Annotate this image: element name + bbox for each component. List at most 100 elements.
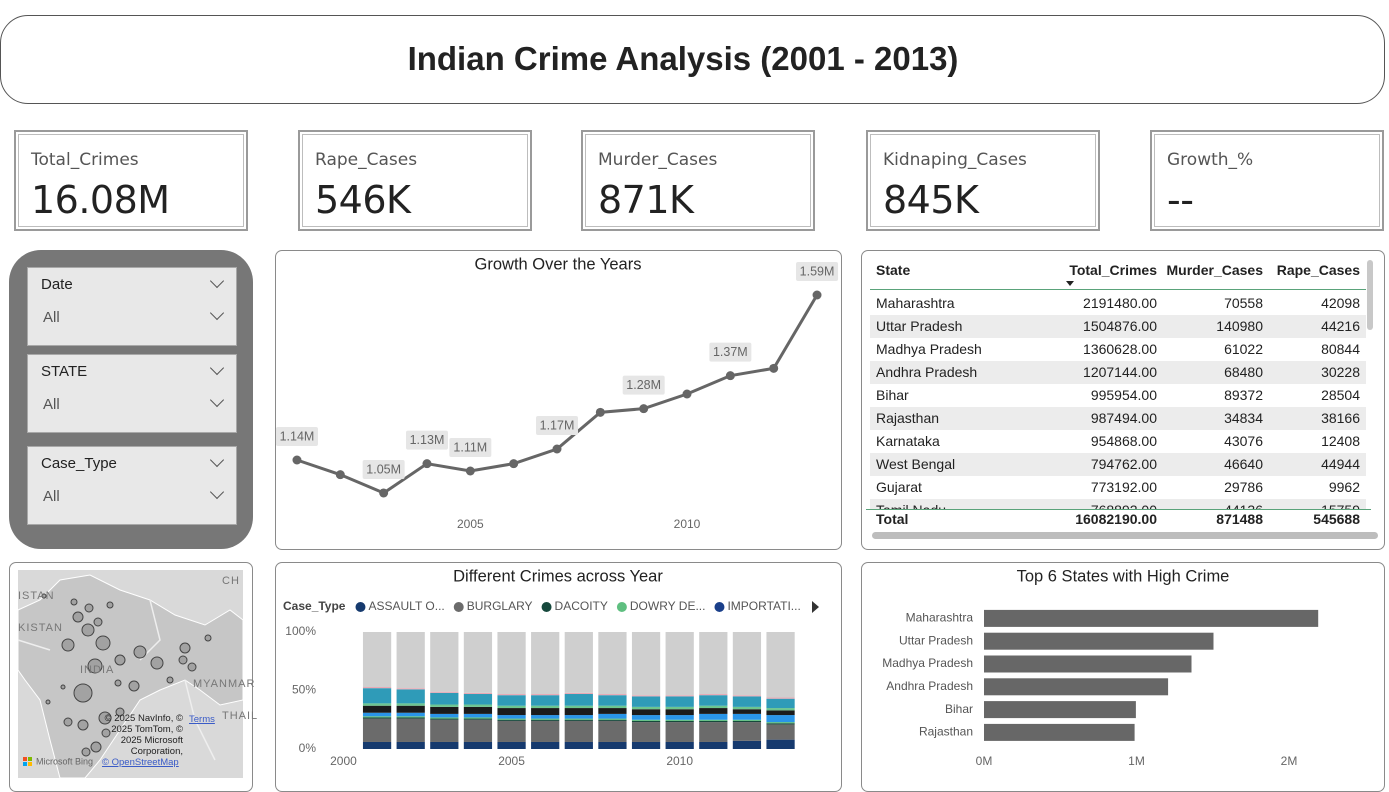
bar <box>984 655 1192 673</box>
data-label-bg <box>622 375 665 395</box>
bar-segment <box>766 710 795 716</box>
bar-segment <box>564 632 593 693</box>
map-terms[interactable]: Terms <box>189 714 215 725</box>
map-bubble <box>81 623 95 637</box>
x-tick-label: 2000 <box>330 754 357 768</box>
kpi-value: 845K <box>883 178 979 222</box>
kpi-label: Murder_Cases <box>598 150 718 170</box>
y-tick-label: Maharashtra <box>906 611 974 625</box>
kpi-label: Rape_Cases <box>315 150 418 170</box>
map-bubble <box>87 658 103 674</box>
page-title: Indian Crime Analysis (2001 - 2013) <box>407 40 959 77</box>
bar-segment <box>463 718 493 720</box>
column-header[interactable]: State <box>876 262 911 278</box>
point <box>812 290 822 300</box>
column-header[interactable]: Rape_Cases <box>1276 262 1360 278</box>
column-header[interactable]: Murder_Cases <box>1166 262 1264 278</box>
bar-segment <box>665 709 694 716</box>
bar-segment <box>665 719 694 721</box>
slicer-value[interactable]: All <box>43 488 60 505</box>
h-scrollbar[interactable] <box>872 532 1378 539</box>
data-label: 1.59M <box>796 262 839 281</box>
bar-segment <box>531 720 560 742</box>
y-tick-label: Andhra Pradesh <box>886 679 973 693</box>
bar-segment <box>531 694 560 696</box>
table-cell: 34834 <box>1224 410 1263 426</box>
slicer-value[interactable]: All <box>43 396 60 413</box>
table-cell: 15759 <box>1210 499 1360 510</box>
legend-label: BURGLARY <box>467 599 533 613</box>
map-bubble <box>150 656 164 670</box>
bar-segment <box>732 709 762 714</box>
bar-segment <box>598 713 627 719</box>
bar <box>984 723 1135 741</box>
bar-segment <box>732 719 762 721</box>
bar-segment <box>598 741 627 749</box>
bar-segment <box>531 708 560 716</box>
bar-segment <box>766 708 795 711</box>
legend-label: IMPORTATI... <box>727 599 800 613</box>
map-label: CH <box>222 575 240 587</box>
data-label-text: 1.05M <box>366 462 401 476</box>
slicer[interactable]: Date All <box>27 267 237 346</box>
bar-segment <box>497 694 526 696</box>
slicer[interactable]: STATE All <box>27 354 237 433</box>
point <box>335 470 345 480</box>
bar-segment <box>631 632 661 696</box>
bar-segment <box>699 705 728 709</box>
bar-segment <box>564 705 593 709</box>
table-cell: Rajasthan <box>876 410 940 426</box>
ms-logo <box>23 762 27 766</box>
data-label-bg <box>796 262 839 281</box>
bar-segment <box>463 692 493 695</box>
bar-segment <box>463 694 493 705</box>
table-cell: 29786 <box>1224 479 1263 495</box>
slicer[interactable]: Case_Type All <box>27 446 237 525</box>
map-bubble <box>41 593 47 599</box>
bar <box>984 678 1169 696</box>
bar-segment <box>598 632 627 695</box>
slicer-value[interactable]: All <box>43 309 60 326</box>
map-osm[interactable]: © OpenStreetMap <box>102 757 179 768</box>
bar-segment <box>631 695 661 697</box>
bar-segment <box>564 708 593 716</box>
map-bubble <box>63 717 73 727</box>
legend-swatch <box>453 602 464 612</box>
legend-next[interactable] <box>812 601 819 613</box>
bar <box>984 632 1214 650</box>
table-cell: 2191480.00 <box>1083 295 1157 311</box>
map-label: ISTAN <box>18 590 55 602</box>
table-cell: 773192.00 <box>1090 479 1157 495</box>
bar-segment <box>699 708 728 714</box>
table-cell: 43076 <box>1224 433 1263 449</box>
bar-segment <box>396 717 425 719</box>
data-label-text: 1.37M <box>713 345 748 359</box>
kpi-value: 16.08M <box>31 178 170 222</box>
v-scrollbar[interactable] <box>1367 260 1373 330</box>
bar-segment <box>362 712 392 717</box>
bar-segment <box>564 692 593 695</box>
row-stripe <box>870 453 1366 476</box>
bar-segment <box>531 718 560 720</box>
bar-segment <box>665 632 694 696</box>
point <box>552 444 562 454</box>
bar-segment <box>665 706 694 710</box>
map-bubble <box>133 645 147 659</box>
y-tick-label: 0% <box>299 741 317 755</box>
map-bubble <box>114 654 126 666</box>
bar-segment <box>766 739 795 749</box>
row-stripe <box>870 315 1366 338</box>
bar-segment <box>631 719 661 721</box>
map-label: THAIL <box>222 710 258 722</box>
table-cell: 61022 <box>1224 341 1263 357</box>
map-bubble <box>115 707 125 717</box>
kpi-label: Kidnaping_Cases <box>883 150 1027 170</box>
map-bubble <box>84 603 94 613</box>
column-header[interactable]: Total_Crimes <box>1069 262 1157 278</box>
table-cell: West Bengal <box>876 456 956 472</box>
table-cell: 30228 <box>1321 364 1360 380</box>
bar-segment <box>430 717 459 719</box>
bar-segment <box>396 703 425 706</box>
